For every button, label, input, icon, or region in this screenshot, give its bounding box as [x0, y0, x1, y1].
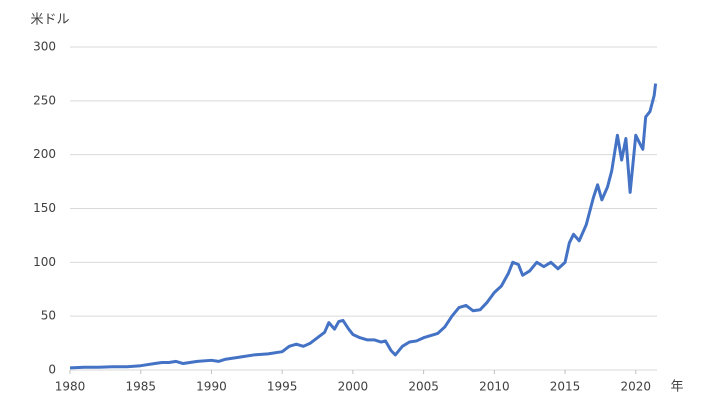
x-tick-label: 1980 [55, 380, 86, 394]
y-tick-label: 300 [33, 40, 56, 54]
y-tick-label: 50 [41, 309, 56, 323]
x-tick-label: 1995 [267, 380, 298, 394]
x-tick-label: 1990 [196, 380, 227, 394]
x-tick-label: 1985 [125, 380, 156, 394]
y-tick-label: 200 [33, 147, 56, 161]
y-tick-label: 150 [33, 201, 56, 215]
line [69, 83, 658, 370]
x-axis-label: 年 [670, 380, 683, 395]
x-tick-label: 2020 [621, 380, 652, 394]
y-axis-label: 米ドル [30, 13, 69, 28]
x-tick-label: 2010 [479, 380, 510, 394]
x-tick-label: 2015 [550, 380, 581, 394]
y-tick-label: 250 [33, 93, 56, 107]
y-tick-label: 0 [48, 363, 56, 377]
x-tick-label: 2005 [408, 380, 439, 394]
y-tick-label: 100 [33, 255, 56, 269]
x-tick-label: 2000 [338, 380, 369, 394]
